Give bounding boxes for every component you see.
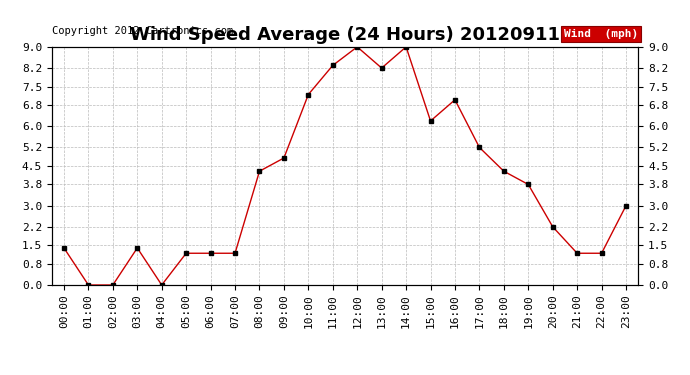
Text: Wind  (mph): Wind (mph) — [564, 29, 638, 39]
Text: Copyright 2012 Cartronics.com: Copyright 2012 Cartronics.com — [52, 26, 233, 36]
Title: Wind Speed Average (24 Hours) 20120911: Wind Speed Average (24 Hours) 20120911 — [130, 26, 560, 44]
